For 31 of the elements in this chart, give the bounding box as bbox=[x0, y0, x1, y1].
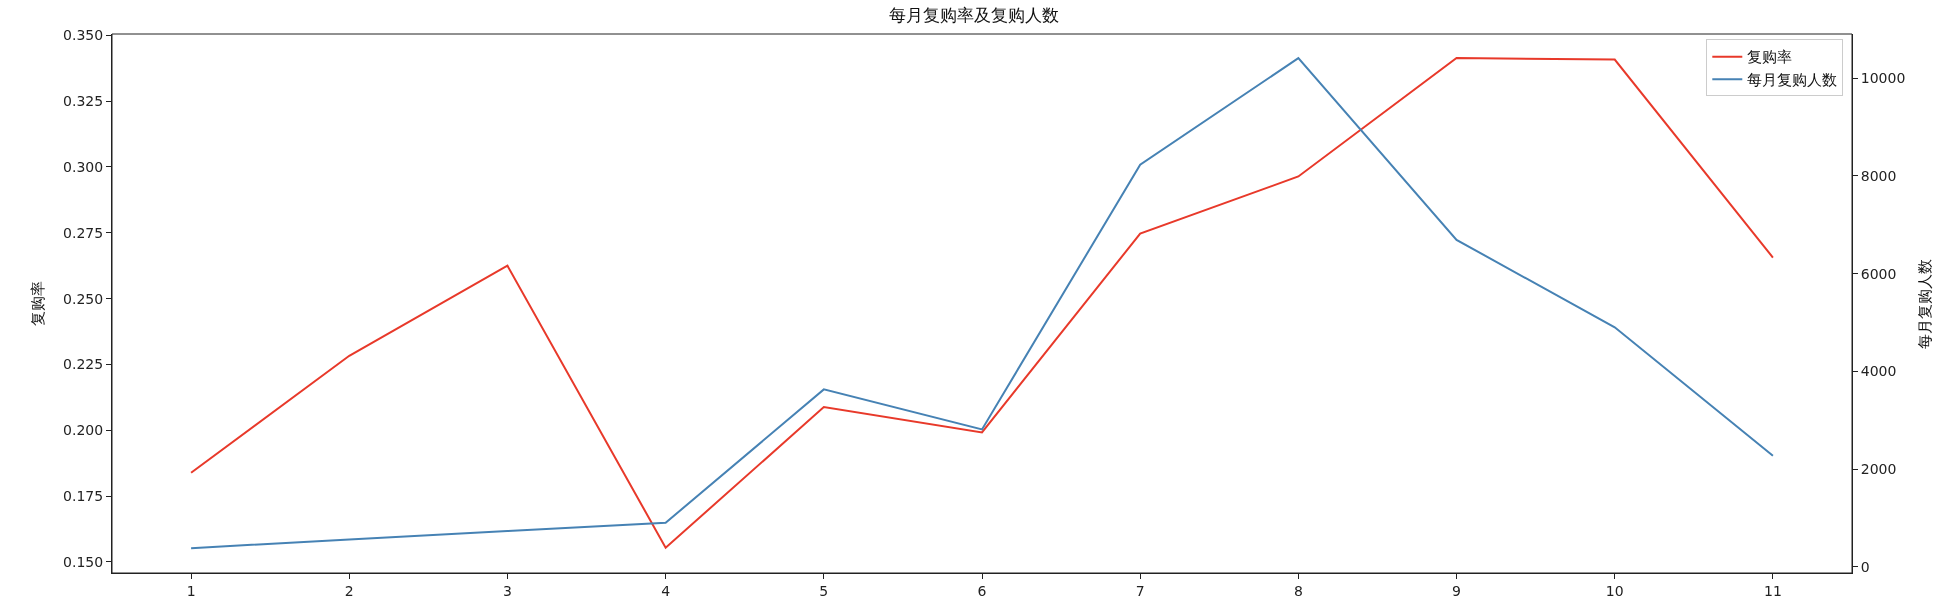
x-tick-label: 7 bbox=[1135, 582, 1145, 599]
chart-title: 每月复购率及复购人数 bbox=[889, 5, 1059, 26]
y-tick-label: 0.225 bbox=[63, 356, 104, 373]
y2-tick-label: 0 bbox=[1860, 558, 1870, 575]
x-tick-label: 5 bbox=[819, 582, 829, 599]
x-tick-label: 8 bbox=[1293, 582, 1303, 599]
x-tick-label: 3 bbox=[502, 582, 512, 599]
y2-tick-label: 10000 bbox=[1860, 70, 1906, 87]
y-axis-title: 复购率 bbox=[29, 281, 48, 326]
y-tick-label: 0.150 bbox=[63, 553, 104, 570]
x-tick-label: 11 bbox=[1764, 582, 1782, 599]
y-tick-label: 0.325 bbox=[63, 93, 104, 110]
y2-axis-title: 每月复购人数 bbox=[1916, 258, 1935, 349]
y-tick-label: 0.175 bbox=[63, 488, 104, 505]
x-tick-label: 6 bbox=[977, 582, 987, 599]
y2-tick-label: 8000 bbox=[1860, 167, 1897, 184]
x-tick-label: 9 bbox=[1452, 582, 1462, 599]
y-tick-label: 0.300 bbox=[63, 158, 104, 175]
legend-label: 每月复购人数 bbox=[1747, 70, 1838, 89]
y2-tick-label: 6000 bbox=[1860, 265, 1897, 282]
y2-tick-label: 4000 bbox=[1860, 363, 1897, 380]
y-tick-label: 0.275 bbox=[63, 224, 104, 241]
x-tick-label: 1 bbox=[186, 582, 196, 599]
x-tick-label: 4 bbox=[661, 582, 671, 599]
y-tick-label: 0.350 bbox=[63, 27, 104, 44]
y-tick-label: 0.250 bbox=[63, 290, 104, 307]
y2-tick-label: 2000 bbox=[1860, 460, 1897, 477]
x-tick-label: 10 bbox=[1605, 582, 1624, 599]
x-tick-label: 2 bbox=[344, 582, 354, 599]
y-tick-label: 0.200 bbox=[63, 422, 104, 439]
legend-label: 复购率 bbox=[1747, 48, 1793, 67]
